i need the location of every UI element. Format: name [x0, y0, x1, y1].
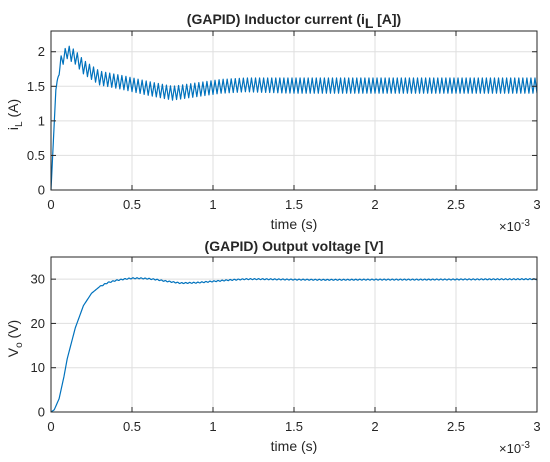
- x-tick-label: 1: [209, 419, 216, 434]
- y-tick-label: 20: [31, 316, 45, 331]
- y-tick-label: 1.5: [27, 79, 45, 94]
- chart-title: (GAPID) Output voltage [V]: [205, 238, 384, 254]
- x-exponent-label: ×10-3: [499, 440, 530, 456]
- chart-1: 0 0.5 1 1.5 2 2.5 3 0 0.5 1 1.5 2 (GAPID) Inductor c…: [5, 11, 541, 234]
- x-tick-label: 2: [371, 419, 378, 434]
- y-tick-label: 2: [38, 44, 45, 59]
- x-tick-label: 1.5: [285, 419, 303, 434]
- x-tick-label: 2.5: [447, 197, 465, 212]
- y-tick-label: 10: [31, 360, 45, 375]
- x-tick-label: 3: [533, 419, 540, 434]
- y-tick-label: 1: [38, 113, 45, 128]
- x-tick-label: 1: [209, 197, 216, 212]
- x-tick-label: 0: [47, 419, 54, 434]
- x-tick-label: 2: [371, 197, 378, 212]
- x-tick-label: 0.5: [123, 419, 141, 434]
- series-line: [50, 277, 538, 413]
- x-exponent-label: ×10-3: [499, 218, 530, 234]
- x-axis-label: time (s): [271, 438, 318, 454]
- x-tick-label: 3: [533, 197, 540, 212]
- y-tick-label: 0.5: [27, 148, 45, 163]
- series-line: [50, 45, 538, 191]
- y-axis-label: iL (A): [5, 99, 25, 130]
- x-tick-label: 1.5: [285, 197, 303, 212]
- y-tick-label: 0: [38, 183, 45, 198]
- y-tick-label: 30: [31, 272, 45, 287]
- x-tick-label: 0.5: [123, 197, 141, 212]
- chart-title: (GAPID) Inductor current (iL [A]): [187, 11, 401, 31]
- x-tick-label: 2.5: [447, 419, 465, 434]
- y-axis-label: Vo (V): [5, 320, 25, 357]
- x-tick-label: 0: [47, 197, 54, 212]
- y-tick-label: 0: [38, 405, 45, 420]
- x-axis-label: time (s): [271, 216, 318, 232]
